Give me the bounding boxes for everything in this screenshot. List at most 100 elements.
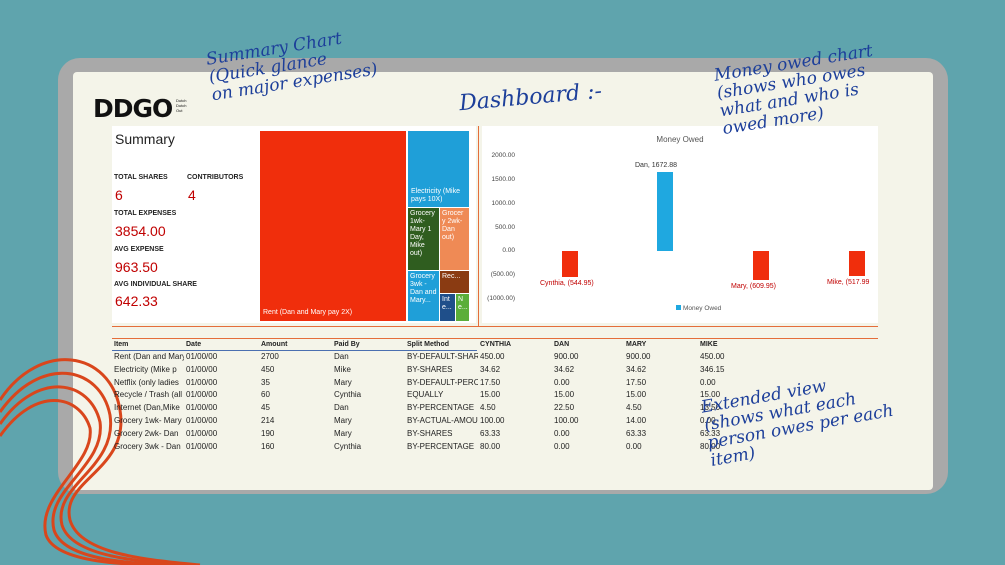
treemap-tile-rec[interactable]: Rec... [440,271,469,293]
table-cell[interactable]: 01/00/00 [186,364,218,374]
table-cell[interactable]: 100.00 [554,416,579,425]
table-cell[interactable]: 63.33 [480,428,501,438]
table-cell[interactable]: 15.00 [626,390,647,400]
column-header[interactable]: Paid By [334,341,360,348]
table-cell[interactable]: 17.50 [626,377,647,387]
table-row-item[interactable]: Rent (Dan and Mary [114,352,184,361]
treemap-tile-grocery-2[interactable]: Grocer y 2wk- Dan out) [440,208,469,270]
bar-mike[interactable] [849,251,865,277]
total-expenses-label: TOTAL EXPENSES [114,210,177,217]
logo-sub-1: Dutch [176,98,187,103]
table-cell[interactable]: 22.50 [554,403,575,413]
table-cell[interactable]: 190 [261,428,275,438]
table-cell[interactable]: 15.00 [700,390,721,400]
table-cell[interactable]: 900.00 [554,352,579,361]
treemap-chart[interactable]: Rent (Dan and Mary pay 2X) Electricity (… [258,126,476,323]
table-cell[interactable]: Cynthia [334,441,362,451]
bar-mary[interactable] [753,251,769,281]
table-cell[interactable]: 13.50 [700,403,721,413]
treemap-tile-electricity[interactable]: Electricity (Mike pays 10X) [408,131,469,207]
table-cell[interactable]: BY-DEFAULT-SHARES [407,352,478,361]
table-cell[interactable]: 17.50 [480,377,501,387]
table-cell[interactable]: 01/00/00 [186,441,218,451]
table-cell[interactable]: 214 [261,416,275,425]
table-cell[interactable]: Cynthia [334,390,362,400]
table-row-item[interactable]: Grocery 1wk- Mary [114,416,182,425]
table-cell[interactable]: 0.00 [700,416,716,425]
table-cell[interactable]: 0.00 [554,428,570,438]
table-cell[interactable]: 450.00 [700,352,725,361]
table-cell[interactable]: 01/00/00 [186,428,218,438]
table-cell[interactable]: Mike [334,364,351,374]
column-header[interactable]: Split Method [407,341,449,348]
table-cell[interactable]: 01/00/00 [186,352,218,361]
treemap-tile-n[interactable]: N e... [456,294,469,321]
column-header[interactable]: Date [186,341,202,348]
table-cell[interactable]: EQUALLY [407,390,444,400]
table-cell[interactable]: 35 [261,377,270,387]
chart-title: Money Owed [656,135,704,144]
money-owed-chart[interactable]: Money Owed 2000.00 1500.00 1000.00 500.00 0.… [482,126,878,323]
table-cell[interactable]: 0.00 [626,441,642,451]
table-cell[interactable]: 346.15 [700,364,725,374]
table-cell[interactable]: 80.00 [700,441,721,451]
table-cell[interactable]: 900.00 [626,352,651,361]
table-cell[interactable]: 14.00 [626,416,647,425]
data-label-cynthia: Cynthia, (544.95) [540,280,594,288]
table-cell[interactable]: 2700 [261,352,279,361]
table-cell[interactable]: BY-SHARES [407,428,453,438]
table-row-item[interactable]: Grocery 3wk - Dan [114,441,181,451]
column-header[interactable]: Item [114,341,129,348]
table-cell[interactable]: BY-SHARES [407,364,453,374]
column-header[interactable]: MARY [626,341,647,348]
table-cell[interactable]: 01/00/00 [186,416,218,425]
table-cell[interactable]: 01/00/00 [186,377,218,387]
table-cell[interactable]: Dan [334,352,349,361]
table-cell[interactable]: BY-ACTUAL-AMOUNT [407,416,478,425]
column-header[interactable]: DAN [554,341,570,348]
table-cell[interactable]: 34.62 [554,364,575,374]
table-cell[interactable]: 01/00/00 [186,403,218,413]
table-row-item[interactable]: Recycle / Trash (all [114,390,183,400]
table-cell[interactable]: 0.00 [554,441,570,451]
treemap-tile-int[interactable]: Int e... [440,294,455,321]
table-row-item[interactable]: Electricity (Mike p [114,364,177,374]
column-header[interactable]: MIKE [700,341,718,348]
table-cell[interactable]: 0.00 [700,377,716,387]
treemap-tile-grocery-1[interactable]: Grocery 1wk- Mary 1 Day, Mike out) [408,208,439,270]
table-cell[interactable]: 15.00 [480,390,501,400]
table-cell[interactable]: 160 [261,441,275,451]
table-cell[interactable]: 80.00 [480,441,501,451]
treemap-tile-rent[interactable]: Rent (Dan and Mary pay 2X) [260,131,406,321]
table-cell[interactable]: 4.50 [480,403,496,413]
table-cell[interactable]: Mary [334,377,352,387]
table-row-item[interactable]: Grocery 2wk- Dan [114,428,179,438]
table-cell[interactable]: 0.00 [554,377,570,387]
table-cell[interactable]: 45 [261,403,270,413]
table-cell[interactable]: 34.62 [480,364,501,374]
table-cell[interactable]: 450.00 [480,352,505,361]
bar-dan[interactable] [657,171,673,252]
table-cell[interactable]: 63.33 [700,428,721,438]
total-shares-value: 6 [115,187,123,203]
table-cell[interactable]: BY-PERCENTAGE [407,441,475,451]
table-cell[interactable]: 01/00/00 [186,390,218,400]
column-header[interactable]: CYNTHIA [480,341,512,348]
table-cell[interactable]: BY-PERCENTAGE [407,403,475,413]
bar-cynthia[interactable] [562,251,578,278]
treemap-tile-grocery-3[interactable]: Grocery 3wk - Dan and Mary... [408,271,439,321]
table-cell[interactable]: BY-DEFAULT-PERCENT [407,377,478,387]
table-cell[interactable]: Mary [334,428,352,438]
table-cell[interactable]: Mary [334,416,352,425]
table-cell[interactable]: Dan [334,403,349,413]
table-cell[interactable]: 450 [261,364,275,374]
table-cell[interactable]: 60 [261,390,270,400]
table-cell[interactable]: 100.00 [480,416,505,425]
table-cell[interactable]: 63.33 [626,428,647,438]
table-cell[interactable]: 34.62 [626,364,647,374]
column-header[interactable]: Amount [261,341,288,348]
table-row-item[interactable]: Netflix (only ladies [114,377,179,387]
table-row-item[interactable]: Internet (Dan,Mike [114,403,180,413]
table-cell[interactable]: 15.00 [554,390,575,400]
table-cell[interactable]: 4.50 [626,403,642,413]
